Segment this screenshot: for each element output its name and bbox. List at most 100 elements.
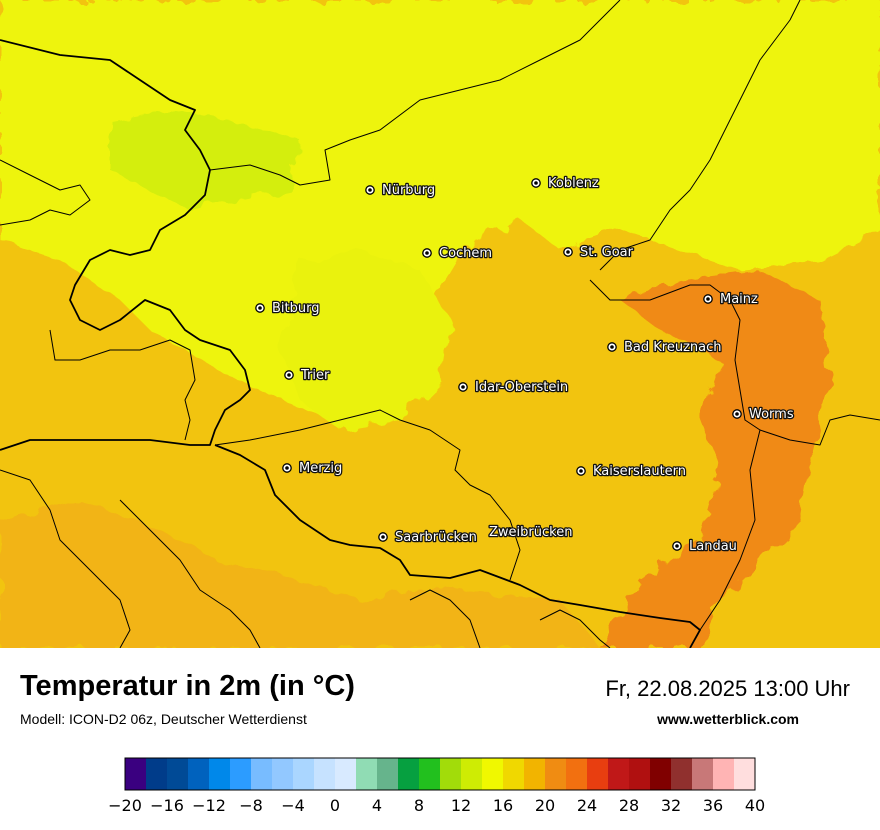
city-dot-core [534, 181, 538, 185]
map-borders [0, 0, 880, 648]
zone-east-orange [600, 270, 830, 648]
city-label: Merzig [299, 461, 342, 476]
city-label: Koblenz [548, 176, 599, 191]
legend-swatch [524, 758, 546, 790]
legend-tick-label: −16 [150, 796, 184, 815]
region-border-s [119, 499, 261, 648]
city-marker-bad-kreuznach: Bad Kreuznach [607, 339, 723, 356]
legend-tick-label: 8 [414, 796, 424, 815]
legend-tick-label: 24 [577, 796, 597, 815]
map-title: Temperatur in 2m (in °C) [20, 670, 355, 702]
legend-swatch [461, 758, 483, 790]
legend-tick-label: 32 [661, 796, 681, 815]
legend-swatch [608, 758, 630, 790]
city-dot-core [368, 188, 372, 192]
model-source: Modell: ICON-D2 06z, Deutscher Wetterdie… [20, 711, 307, 727]
city-dot-core [287, 373, 291, 377]
city-dot-core [508, 530, 512, 534]
map-footer: Temperatur in 2m (in °C) Modell: ICON-D2… [0, 648, 880, 830]
city-dot-core [258, 306, 262, 310]
legend-tick-label: 28 [619, 796, 639, 815]
state-border-east [599, 0, 801, 271]
city-label: Zweibrücken [489, 525, 572, 540]
legend-swatch [671, 758, 693, 790]
legend-swatch [335, 758, 357, 790]
city-label: Saarbrücken [395, 530, 477, 545]
city-dot-core [675, 544, 679, 548]
legend-swatch [566, 758, 588, 790]
legend-swatch [293, 758, 315, 790]
legend-swatch [734, 758, 756, 790]
city-marker-idar-oberstein: Idar-Oberstein [458, 379, 569, 396]
city-marker-saarbr-cken: Saarbrücken [378, 529, 478, 546]
legend-swatch [314, 758, 336, 790]
website-link[interactable]: www.wetterblick.com [657, 711, 799, 727]
city-dot-core [566, 250, 570, 254]
city-markers: Nürburg Koblenz Cochem St. Goar Mainz Bitburg… [255, 175, 795, 555]
legend-tick-label: 4 [372, 796, 382, 815]
city-dot-core [706, 297, 710, 301]
legend-frame [124, 757, 756, 791]
city-dot-core [285, 466, 289, 470]
legend-swatch [230, 758, 252, 790]
city-label: Trier [300, 368, 330, 383]
city-marker-cochem: Cochem [422, 245, 493, 262]
legend-swatch [650, 758, 672, 790]
region-border-se [409, 589, 481, 648]
legend-swatch [713, 758, 735, 790]
legend-tick-label: 16 [493, 796, 513, 815]
state-border [0, 159, 91, 226]
legend-tick-label: 20 [535, 796, 555, 815]
legend-swatch [692, 758, 714, 790]
city-marker-st-goar: St. Goar [563, 244, 635, 261]
city-dot-core [425, 251, 429, 255]
city-label: Kaiserslautern [593, 464, 686, 479]
city-label: Worms [749, 407, 794, 422]
legend-tick-label: −12 [192, 796, 226, 815]
forecast-datetime: Fr, 22.08.2025 13:00 Uhr [605, 676, 850, 701]
country-border [0, 39, 251, 451]
legend-tick-label: 12 [451, 796, 471, 815]
legend-swatch [272, 758, 294, 790]
legend-swatch [377, 758, 399, 790]
legend-swatch [398, 758, 420, 790]
city-label: St. Goar [580, 245, 634, 260]
zone-south-orange [0, 500, 600, 648]
city-marker-bitburg: Bitburg [255, 300, 321, 317]
city-label: Mainz [720, 292, 758, 307]
city-marker-landau: Landau [672, 538, 738, 555]
legend-swatch [188, 758, 210, 790]
legend-swatch [356, 758, 378, 790]
country-border-saar [214, 444, 701, 648]
temperature-map: Nürburg Koblenz Cochem St. Goar Mainz Bitburg… [0, 0, 880, 648]
lux-border [49, 329, 196, 441]
city-marker-n-rburg: Nürburg [365, 182, 436, 199]
legend-swatch [146, 758, 168, 790]
legend-tick-label: 40 [745, 796, 765, 815]
city-dot-core [579, 469, 583, 473]
zone-center-yellow [280, 250, 450, 430]
region-border-sw [0, 469, 131, 648]
city-dot-core [610, 345, 614, 349]
city-label: Idar-Oberstein [475, 380, 568, 395]
city-dot-core [461, 385, 465, 389]
legend-tick-label: −8 [239, 796, 263, 815]
state-border-rhine [589, 279, 880, 446]
city-marker-zweibr-cken: Zweibrücken [488, 524, 574, 542]
legend-swatch [545, 758, 567, 790]
legend-swatch [629, 758, 651, 790]
city-dot-core [381, 535, 385, 539]
legend-swatch [125, 758, 147, 790]
city-label: Cochem [439, 246, 492, 261]
legend-swatch [167, 758, 189, 790]
city-marker-merzig: Merzig [282, 460, 344, 477]
saar-inner-border [214, 409, 521, 581]
city-marker-trier: Trier [284, 367, 331, 384]
legend-tick-label: 0 [330, 796, 340, 815]
legend-swatch [587, 758, 609, 790]
legend-swatch [419, 758, 441, 790]
legend-swatch [209, 758, 231, 790]
legend-tick-label: −20 [108, 796, 142, 815]
city-label: Landau [689, 539, 737, 554]
city-label: Nürburg [382, 183, 435, 198]
